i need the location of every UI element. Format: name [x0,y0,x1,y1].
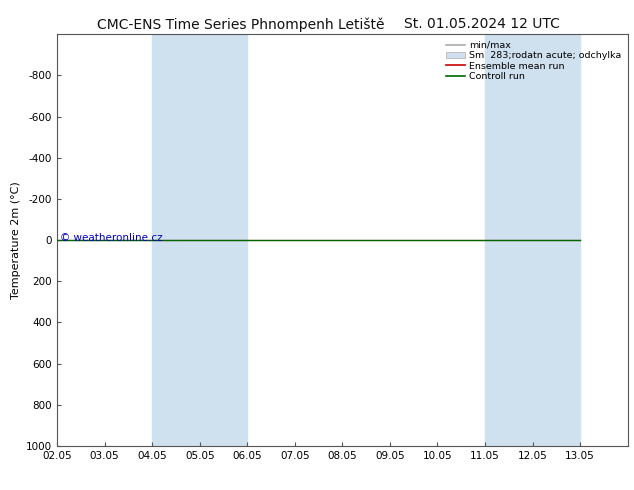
Bar [152,34,247,446]
Bar [485,34,580,446]
Legend: min/max, Sm  283;rodatn acute; odchylka, Ensemble mean run, Controll run: min/max, Sm 283;rodatn acute; odchylka, … [444,39,623,83]
Text: St. 01.05.2024 12 UTC: St. 01.05.2024 12 UTC [404,17,560,31]
Text: CMC-ENS Time Series Phnompenh Letiště: CMC-ENS Time Series Phnompenh Letiště [97,17,385,32]
Text: © weatheronline.cz: © weatheronline.cz [60,233,162,243]
Y-axis label: Temperature 2m (°C): Temperature 2m (°C) [11,181,20,299]
